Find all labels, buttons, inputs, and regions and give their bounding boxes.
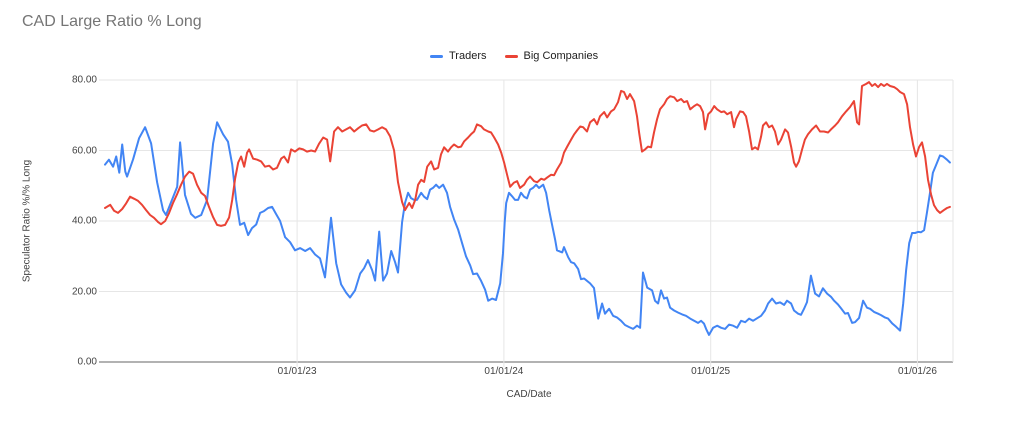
y-tick-label: 40.00 xyxy=(71,215,97,227)
legend-item-traders: Traders xyxy=(430,50,487,62)
x-tick-label: 01/01/25 xyxy=(691,366,731,377)
series-line-big-companies xyxy=(104,81,951,227)
chart-title: CAD Large Ratio % Long xyxy=(22,13,202,30)
y-tick-label: 80.00 xyxy=(71,74,97,86)
big-companies-line-swatch-icon xyxy=(504,54,518,58)
legend-label-big-companies: Big Companies xyxy=(523,50,599,62)
series-line-traders xyxy=(104,121,951,336)
x-tick-label: 01/01/26 xyxy=(897,366,937,377)
y-axis-title: Speculator Ratio %/% Long xyxy=(21,159,33,283)
legend-item-big-companies: Big Companies xyxy=(504,50,599,62)
x-tick-label: 01/01/24 xyxy=(484,366,524,377)
y-tick-label: 20.00 xyxy=(71,286,97,297)
x-axis-title: CAD/Date xyxy=(506,389,552,400)
legend-label-traders: Traders xyxy=(449,50,487,62)
legend: Traders Big Companies xyxy=(430,50,598,62)
traders-line-swatch-icon xyxy=(430,54,443,58)
x-tick-label: 01/01/23 xyxy=(277,366,317,377)
y-tick-label: 60.00 xyxy=(71,145,97,156)
y-tick-label: 0.00 xyxy=(77,356,97,368)
